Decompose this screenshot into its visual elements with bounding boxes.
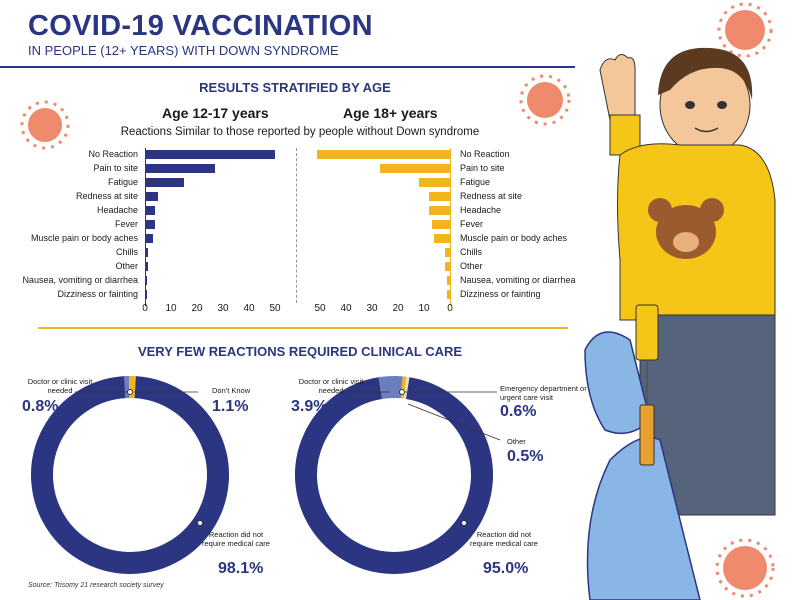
left-bar	[145, 178, 184, 187]
left-category-label: Fever	[114, 219, 138, 229]
left-category-label: No Reaction	[88, 149, 138, 159]
left-category-label: Dizziness or fainting	[57, 289, 138, 299]
left-category-label: Redness at site	[75, 191, 138, 201]
right-bar	[447, 276, 450, 285]
left-bar	[145, 248, 148, 257]
donut2-label-emergency: Emergency department or urgent care visi…	[500, 384, 587, 402]
donut2-label-other: Other	[507, 437, 526, 446]
left-tick-label: 20	[191, 303, 203, 314]
right-bar	[431, 220, 450, 229]
left-tick-label: 40	[243, 303, 255, 314]
chart-description: Reactions Similar to those reported by p…	[120, 126, 480, 138]
donut1-label-doctor: Doctor or clinic visit needed	[27, 377, 93, 395]
page-subtitle: IN PEOPLE (12+ YEARS) WITH DOWN SYNDROME	[28, 43, 339, 58]
leader-dot	[461, 520, 467, 526]
age-group-heading-right: Age 18+ years	[343, 105, 438, 121]
right-tick-label: 20	[392, 303, 404, 314]
left-tick-label: 0	[142, 303, 148, 314]
left-category-label: Nausea, vomiting or diarrhea	[22, 275, 138, 285]
gloved-hand-illustration	[584, 304, 701, 600]
donut2-value-emergency: 0.6%	[500, 403, 537, 420]
right-category-label: Other	[460, 261, 483, 271]
virus-icon	[717, 2, 773, 58]
right-bar	[429, 206, 450, 215]
right-category-label: Chills	[460, 247, 483, 257]
donut-segment	[378, 376, 403, 399]
right-category-label: Redness at site	[460, 191, 523, 201]
left-tick-label: 30	[217, 303, 229, 314]
page-title: COVID-19 VACCINATION	[28, 10, 373, 42]
left-tick-label: 10	[165, 303, 177, 314]
virus-icon	[20, 100, 70, 150]
right-category-label: Dizziness or fainting	[460, 289, 541, 299]
donut2-label-doctor: Doctor or clinic visit needed	[298, 377, 364, 395]
right-category-label: Headache	[460, 205, 502, 215]
right-category-label: Muscle pain or body aches	[460, 233, 568, 243]
source-note: Source: Trisomy 21 research society surv…	[28, 582, 164, 589]
left-category-label: Chills	[115, 247, 138, 257]
right-bar	[418, 178, 450, 187]
virus-icon	[519, 74, 571, 126]
donut1-label-nocare: Reaction did not require medical care	[202, 530, 270, 548]
right-category-label: Nausea, vomiting or diarrhea	[460, 275, 576, 285]
right-bar	[444, 248, 450, 257]
left-bar	[145, 164, 216, 173]
leader-dot	[197, 520, 203, 526]
right-tick-label: 50	[314, 303, 326, 314]
right-category-label: Pain to site	[460, 163, 505, 173]
right-tick-label: 30	[366, 303, 378, 314]
header-divider	[0, 66, 575, 68]
virus-icon	[715, 538, 775, 598]
left-category-label: Muscle pain or body aches	[30, 233, 138, 243]
left-bar	[145, 192, 158, 201]
left-bar	[145, 206, 156, 215]
left-category-label: Pain to site	[93, 163, 138, 173]
right-category-label: Fatigue	[460, 177, 491, 187]
donut-segment	[31, 376, 229, 574]
leader-dot	[399, 389, 405, 395]
donut-segment	[295, 377, 493, 574]
left-bar	[145, 150, 275, 159]
left-category-label: Headache	[96, 205, 138, 215]
section-title-age: RESULTS STRATIFIED BY AGE	[199, 80, 391, 95]
donut2-value-nocare: 95.0%	[483, 560, 529, 577]
left-category-label: Other	[115, 261, 138, 271]
donut2-label-nocare: Reaction did not require medical care	[470, 530, 538, 548]
chart-divider	[296, 148, 297, 303]
right-bar	[379, 164, 450, 173]
leader-line	[407, 403, 501, 441]
right-category-label: Fever	[460, 219, 484, 229]
donut1-value-doctor: 0.8%	[22, 398, 59, 415]
right-tick-label: 40	[340, 303, 352, 314]
donut1-value-dontknow: 1.1%	[212, 398, 249, 415]
right-tick-label: 0	[447, 303, 453, 314]
right-bar	[434, 234, 450, 243]
donut1-label-dontknow: Don't Know	[212, 386, 251, 395]
left-bar	[145, 220, 156, 229]
left-bar	[145, 234, 153, 243]
left-axis-line	[145, 148, 146, 306]
donut2-value-doctor: 3.9%	[291, 398, 328, 415]
section-title-clinical: VERY FEW REACTIONS REQUIRED CLINICAL CAR…	[137, 344, 463, 359]
age-group-heading-left: Age 12-17 years	[162, 105, 269, 121]
donut1-value-nocare: 98.1%	[218, 560, 264, 577]
right-bar	[429, 192, 450, 201]
right-bar	[444, 262, 450, 271]
donut2-value-other: 0.5%	[507, 448, 544, 465]
leader-dot	[127, 389, 133, 395]
right-bar	[317, 150, 450, 159]
left-bar	[145, 262, 148, 271]
section-divider	[38, 327, 568, 329]
right-tick-label: 10	[418, 303, 430, 314]
left-category-label: Fatigue	[107, 177, 138, 187]
right-axis-line	[450, 148, 451, 306]
left-tick-label: 50	[269, 303, 281, 314]
right-category-label: No Reaction	[460, 149, 510, 159]
right-bar	[447, 290, 450, 299]
